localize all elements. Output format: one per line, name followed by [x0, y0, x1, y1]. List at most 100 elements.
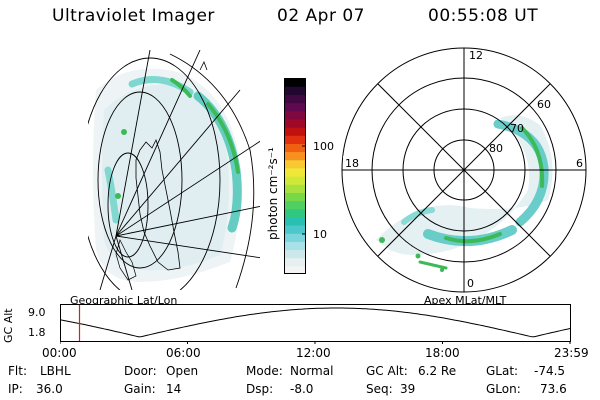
glon-value: 73.6: [540, 382, 567, 396]
color-scale-band: [284, 208, 306, 218]
dsp-label: Dsp:: [246, 382, 274, 396]
timeline-x-tick-2359: 23:59: [554, 346, 589, 360]
ip-label: IP:: [8, 382, 23, 396]
color-scale-band: [284, 151, 306, 161]
color-scale-band: [284, 94, 306, 104]
timeline-x-tick-0000: 00:00: [42, 346, 77, 360]
color-scale-band: [284, 167, 306, 177]
glat-label: GLat:: [486, 364, 519, 378]
gain-value: 14: [166, 382, 182, 396]
color-scale-band: [284, 176, 306, 185]
polar-aurora-oval-dawn-core: [520, 126, 545, 188]
color-scale-band: [284, 184, 306, 193]
timeline-y-tick-min: 1.8: [28, 326, 46, 339]
timeline-x-tick-1800: 18:00: [425, 346, 460, 360]
color-scale-band: [284, 127, 306, 136]
gc-alt-value: 6.2 Re: [418, 364, 457, 378]
color-scale-bar: [284, 78, 306, 274]
color-scale-unit-label: photon cm⁻²s⁻¹: [266, 147, 280, 240]
geo-terminator: [169, 53, 255, 289]
timeline-x-tick-1200: 12:00: [296, 346, 331, 360]
color-scale-band: [284, 200, 306, 210]
geo-arrow-marker: [199, 61, 208, 71]
mlt-label-0: 0: [467, 277, 474, 290]
mode-label: Mode:: [246, 364, 283, 378]
polar-aurora-oval-dusk: [401, 207, 435, 225]
filter-value: LBHL: [40, 364, 71, 378]
color-scale-band: [284, 257, 306, 267]
mode-value: Normal: [290, 364, 334, 378]
polar-aurora-spot: [415, 253, 421, 259]
color-scale-band: [284, 265, 306, 274]
observation-time: 00:55:08 UT: [428, 6, 539, 26]
geo-grid-longitude: [115, 235, 260, 259]
geo-aurora-spot: [121, 129, 127, 135]
timeline-y-axis-label: GC Alt: [2, 308, 15, 343]
glat-value: -74.5: [534, 364, 566, 378]
geo-map-caption: Geographic Lat/Lon: [70, 294, 178, 307]
geo-grid-longitude: [115, 205, 260, 237]
polar-aurora-spot: [440, 268, 444, 272]
door-label: Door:: [124, 364, 157, 378]
color-scale-band: [284, 233, 306, 242]
geo-grid-longitude: [99, 235, 117, 290]
polar-map-caption: Apex MLat/MLT: [424, 294, 507, 307]
color-scale-band: [284, 192, 306, 202]
app-title: Ultraviolet Imager: [52, 6, 215, 26]
geo-grid-longitude: [115, 50, 151, 237]
color-scale-band: [284, 241, 306, 251]
glon-label: GLon:: [486, 382, 521, 396]
color-scale-band: [284, 102, 306, 112]
color-scale-band: [284, 216, 306, 226]
color-scale-band: [284, 143, 306, 153]
color-scale-band: [284, 249, 306, 259]
observation-date: 02 Apr 07: [277, 6, 365, 26]
filter-label: Flt:: [8, 364, 27, 378]
mlat-label-80: 80: [489, 142, 503, 155]
gain-label: Gain:: [124, 382, 156, 396]
color-scale-band: [284, 118, 306, 128]
geo-grid-latitude: [88, 57, 221, 290]
geo-aurora-arc-north-core: [170, 78, 192, 98]
door-value: Open: [166, 364, 199, 378]
color-scale-band: [284, 78, 306, 87]
geographic-map-content: [88, 50, 260, 290]
polar-aurora-oval-dawn: [493, 119, 549, 227]
ip-value: 36.0: [36, 382, 63, 396]
color-scale-tick-10: 10: [313, 228, 327, 241]
polar-mlt-line: [377, 83, 551, 257]
gc-alt-label: GC Alt:: [366, 364, 408, 378]
polar-map: [341, 47, 587, 293]
polar-aurora-spot: [379, 237, 385, 243]
mlat-label-70: 70: [510, 122, 524, 135]
mlat-label-60: 60: [537, 98, 551, 111]
geo-grid-longitude: [115, 89, 241, 237]
geo-coastline: [135, 138, 181, 271]
color-scale-band: [284, 110, 306, 120]
polar-aurora-patch: [418, 260, 448, 270]
timeline-y-tick-max: 9.0: [28, 306, 46, 319]
mlt-label-18: 18: [345, 157, 359, 170]
color-scale-band: [284, 86, 306, 95]
color-scale-band: [284, 135, 306, 144]
geo-grid-longitude: [115, 140, 260, 237]
polar-emission-haze: [376, 115, 553, 255]
seq-value: 39: [400, 382, 416, 396]
seq-label: Seq:: [366, 382, 393, 396]
geo-grid-longitude: [115, 235, 133, 290]
color-scale-tick-100: 100: [313, 140, 334, 153]
dsp-value: -8.0: [290, 382, 314, 396]
geo-grid-longitude: [115, 50, 201, 237]
geo-grid-latitude: [97, 91, 183, 269]
geo-aurora-arc-west: [104, 166, 120, 224]
mlt-label-6: 6: [576, 157, 583, 170]
geo-grid-latitude: [107, 152, 149, 258]
geo-coastline-detail: [115, 239, 137, 281]
geo-aurora-arc-east-core: [206, 102, 240, 174]
mlt-label-12: 12: [469, 49, 483, 62]
timeline-x-tick-0600: 06:00: [166, 346, 201, 360]
color-scale-bands: [284, 78, 306, 274]
orbit-altitude-curve: [60, 307, 571, 338]
color-scale-band: [284, 225, 306, 234]
polar-aurora-oval-midnight-core: [444, 232, 502, 244]
